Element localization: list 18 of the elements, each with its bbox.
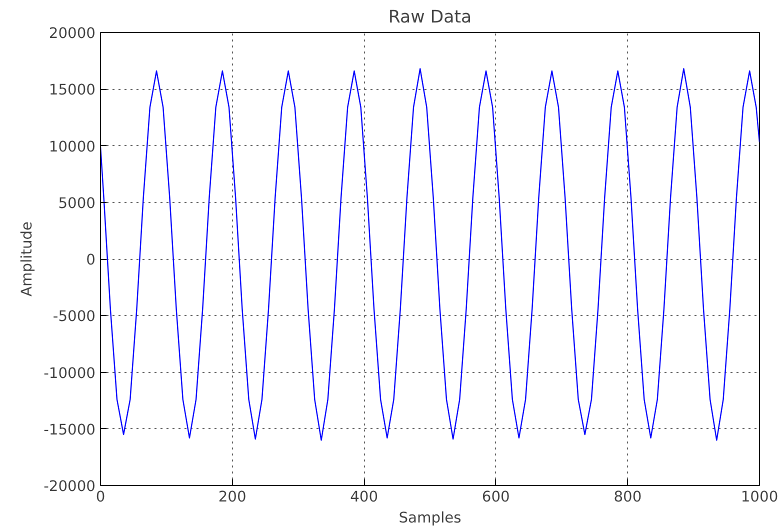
x-tick-label: 200 [218, 488, 246, 506]
x-tick-label: 400 [350, 488, 378, 506]
x-tick-label: 800 [614, 488, 642, 506]
line-series [100, 68, 760, 441]
y-tick-label: 5000 [58, 194, 96, 212]
y-tick-label: -5000 [52, 308, 96, 326]
y-axis-title: Amplitude [18, 221, 36, 297]
y-tick-label: 10000 [48, 138, 96, 156]
y-tick-label: -10000 [44, 364, 96, 382]
x-axis-title: Samples [398, 510, 462, 526]
y-tick-label: 15000 [48, 82, 96, 99]
x-tick-label: 600 [482, 488, 510, 506]
y-tick-label: -15000 [44, 421, 96, 438]
y-tick-label: 20000 [48, 25, 96, 42]
chart-title: Raw Data [388, 8, 472, 28]
x-tick-label: 1000 [740, 488, 778, 506]
y-tick-label: 0 [86, 252, 96, 268]
y-tick-label: -20000 [44, 478, 96, 495]
